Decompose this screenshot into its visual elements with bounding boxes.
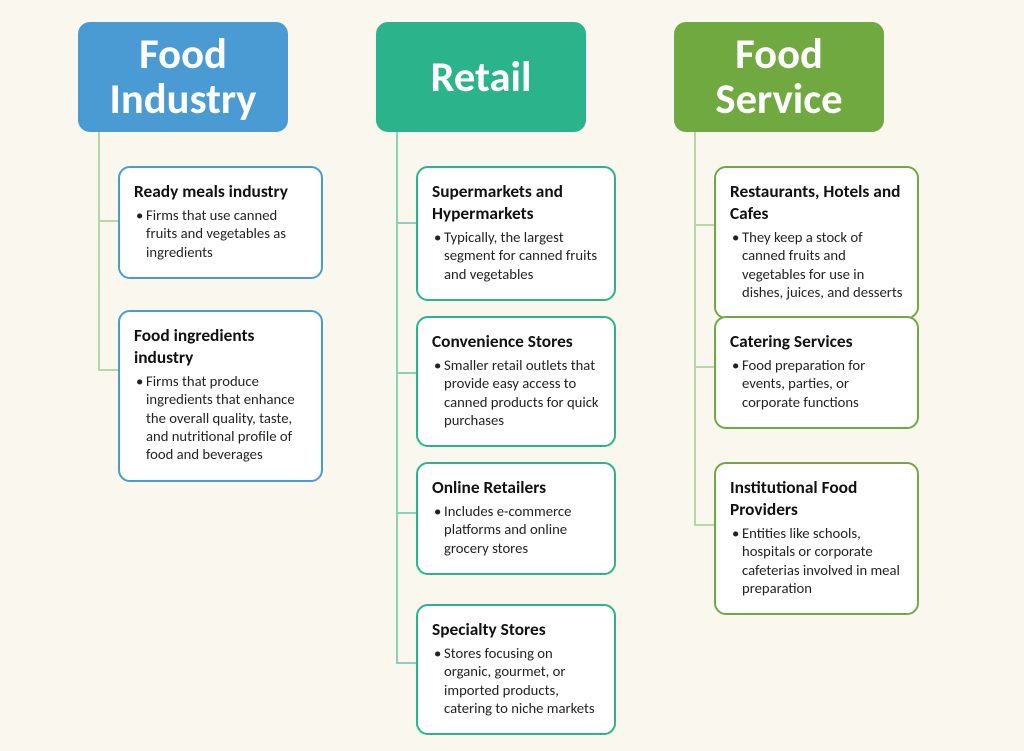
food-service-branch-2 [694,524,714,526]
child-desc: Entities like schools, hospitals or corp… [730,524,903,597]
child-title: Institutional Food Providers [730,476,903,520]
retail-header: Retail [376,22,586,132]
food-industry-branch-0 [98,220,118,222]
retail-branch-2 [396,512,416,514]
child-desc: Includes e-commerce platforms and online… [432,502,600,557]
retail-child-0: Supermarkets and HypermarketsTypically, … [416,166,616,301]
child-title: Food ingredients industry [134,324,307,368]
food-industry-trunk [98,132,100,369]
child-desc: Smaller retail outlets that provide easy… [432,356,600,429]
retail-trunk [396,132,398,662]
food-industry-child-1: Food ingredients industryFirms that prod… [118,310,323,482]
child-desc: Firms that produce ingredients that enha… [134,372,307,464]
retail-child-3: Specialty Stores Stores focusing on organ… [416,604,616,735]
retail-child-2: Online Retailers Includes e-commerce plat… [416,462,616,575]
food-service-child-0: Restaurants, Hotels and CafesThey keep a… [714,166,919,319]
child-desc: Food preparation for events, parties, or… [730,356,903,411]
child-title: Convenience Stores [432,330,600,352]
child-title: Online Retailers [432,476,600,498]
hierarchy-diagram: Food Industry Ready meals industry Firms t… [0,0,1024,751]
child-title: Specialty Stores [432,618,600,640]
food-service-header: Food Service [674,22,884,132]
retail-branch-1 [396,372,416,374]
food-service-trunk [694,132,696,524]
child-title: Supermarkets and Hypermarkets [432,180,600,224]
child-title: Ready meals industry [134,180,307,202]
child-desc: Stores focusing on organic, gourmet, or … [432,644,600,717]
retail-branch-0 [396,222,416,224]
food-industry-branch-1 [98,369,118,371]
food-industry-child-0: Ready meals industry Firms that use canne… [118,166,323,279]
child-desc: Typically, the largest segment for canne… [432,228,600,283]
retail-child-1: Convenience Stores Smaller retail outlets… [416,316,616,447]
food-service-branch-1 [694,366,714,368]
food-service-branch-0 [694,224,714,226]
child-title: Catering Services [730,330,903,352]
child-desc: They keep a stock of canned fruits and v… [730,228,903,301]
child-desc: Firms that use canned fruits and vegetab… [134,206,307,261]
food-service-child-1: Catering Services Food preparation for ev… [714,316,919,429]
food-industry-header: Food Industry [78,22,288,132]
retail-branch-3 [396,662,416,664]
child-title: Restaurants, Hotels and Cafes [730,180,903,224]
food-service-child-2: Institutional Food ProvidersEntities lik… [714,462,919,615]
